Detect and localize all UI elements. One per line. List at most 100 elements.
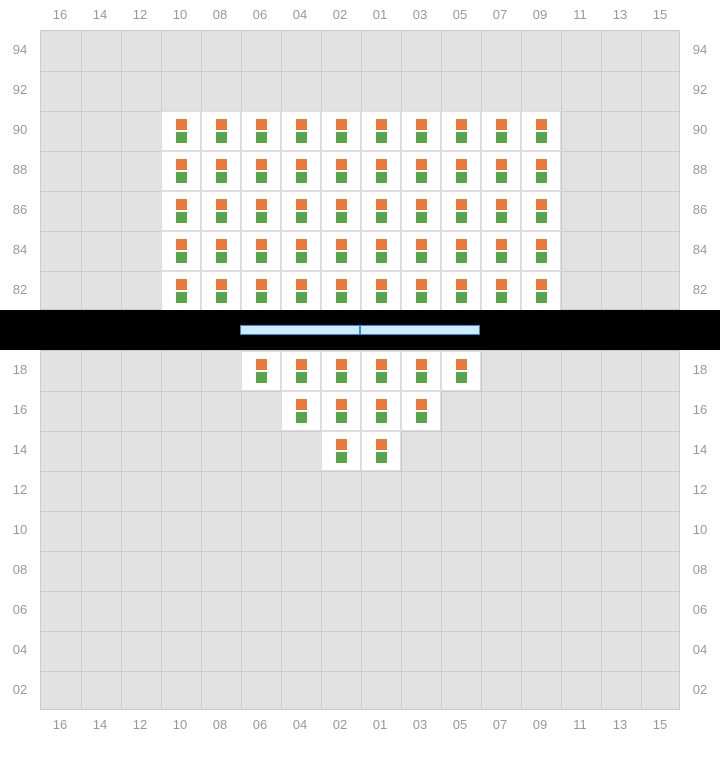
rack-cell[interactable] xyxy=(401,151,441,191)
col-label-bottom: 01 xyxy=(360,710,400,740)
rack-cell[interactable] xyxy=(401,271,441,311)
col-label-bottom: 13 xyxy=(600,710,640,740)
marker-green xyxy=(296,212,307,223)
rack-cell[interactable] xyxy=(361,231,401,271)
marker-green xyxy=(296,372,307,383)
rack-cell[interactable] xyxy=(361,271,401,311)
marker-orange xyxy=(216,159,227,170)
marker-orange xyxy=(296,239,307,250)
rack-cell[interactable] xyxy=(321,431,361,471)
rack-cell[interactable] xyxy=(441,351,481,391)
rack-cell[interactable] xyxy=(361,391,401,431)
rack-cell[interactable] xyxy=(521,191,561,231)
marker-orange xyxy=(456,359,467,370)
rack-cell[interactable] xyxy=(321,391,361,431)
rack-cell[interactable] xyxy=(241,351,281,391)
rack-cell[interactable] xyxy=(441,271,481,311)
rack-cell[interactable] xyxy=(281,351,321,391)
rack-cell[interactable] xyxy=(401,391,441,431)
row-label-right: 88 xyxy=(680,150,720,190)
rack-cell[interactable] xyxy=(521,111,561,151)
rack-cell[interactable] xyxy=(161,151,201,191)
marker-orange xyxy=(416,399,427,410)
rack-cell[interactable] xyxy=(241,191,281,231)
marker-green xyxy=(296,292,307,303)
marker-orange xyxy=(336,239,347,250)
rack-cell[interactable] xyxy=(281,271,321,311)
rack-cell[interactable] xyxy=(481,271,521,311)
col-label-top: 13 xyxy=(600,0,640,30)
rack-cell[interactable] xyxy=(161,271,201,311)
marker-orange xyxy=(256,279,267,290)
rack-cell[interactable] xyxy=(361,351,401,391)
marker-orange xyxy=(336,279,347,290)
marker-orange xyxy=(256,119,267,130)
rack-cell[interactable] xyxy=(241,111,281,151)
rack-cell[interactable] xyxy=(321,351,361,391)
rack-cell[interactable] xyxy=(401,111,441,151)
rack-cell[interactable] xyxy=(161,231,201,271)
marker-green xyxy=(256,212,267,223)
row-label-left: 92 xyxy=(0,70,40,110)
rack-cell[interactable] xyxy=(361,151,401,191)
row-label-left: 86 xyxy=(0,190,40,230)
rack-cell[interactable] xyxy=(281,151,321,191)
rack-cell[interactable] xyxy=(321,271,361,311)
divider-bar xyxy=(360,325,480,335)
rack-cell[interactable] xyxy=(281,391,321,431)
rack-cell[interactable] xyxy=(481,151,521,191)
rack-cell[interactable] xyxy=(161,111,201,151)
marker-green xyxy=(216,292,227,303)
marker-green xyxy=(336,412,347,423)
row-label-right: 10 xyxy=(680,510,720,550)
rack-cell[interactable] xyxy=(401,191,441,231)
rack-cell[interactable] xyxy=(281,231,321,271)
marker-green xyxy=(216,172,227,183)
rack-cell[interactable] xyxy=(241,231,281,271)
rack-cell[interactable] xyxy=(441,151,481,191)
rack-cell[interactable] xyxy=(481,111,521,151)
col-label-top: 05 xyxy=(440,0,480,30)
rack-cell[interactable] xyxy=(201,191,241,231)
marker-green xyxy=(336,452,347,463)
rack-cell[interactable] xyxy=(441,111,481,151)
marker-orange xyxy=(296,279,307,290)
rack-cell[interactable] xyxy=(361,191,401,231)
rack-cell[interactable] xyxy=(441,191,481,231)
rack-cell[interactable] xyxy=(481,191,521,231)
rack-cell[interactable] xyxy=(361,111,401,151)
marker-orange xyxy=(376,399,387,410)
rack-cell[interactable] xyxy=(241,271,281,311)
rack-cell[interactable] xyxy=(161,191,201,231)
row-label-right: 94 xyxy=(680,30,720,70)
rack-cell[interactable] xyxy=(401,351,441,391)
marker-orange xyxy=(176,279,187,290)
rack-cell[interactable] xyxy=(441,231,481,271)
marker-orange xyxy=(256,239,267,250)
marker-green xyxy=(216,212,227,223)
rack-cell[interactable] xyxy=(521,271,561,311)
col-label-top: 12 xyxy=(120,0,160,30)
rack-cell[interactable] xyxy=(201,271,241,311)
row-label-left: 18 xyxy=(0,350,40,390)
marker-orange xyxy=(496,279,507,290)
rack-cell[interactable] xyxy=(281,111,321,151)
rack-cell[interactable] xyxy=(481,231,521,271)
rack-cell[interactable] xyxy=(521,151,561,191)
rack-cell[interactable] xyxy=(201,231,241,271)
rack-cell[interactable] xyxy=(321,191,361,231)
rack-cell[interactable] xyxy=(281,191,321,231)
marker-orange xyxy=(376,239,387,250)
row-label-left: 02 xyxy=(0,670,40,710)
marker-green xyxy=(176,172,187,183)
rack-cell[interactable] xyxy=(241,151,281,191)
rack-cell[interactable] xyxy=(321,231,361,271)
rack-cell[interactable] xyxy=(521,231,561,271)
marker-orange xyxy=(456,159,467,170)
rack-cell[interactable] xyxy=(201,151,241,191)
rack-cell[interactable] xyxy=(321,151,361,191)
rack-cell[interactable] xyxy=(321,111,361,151)
rack-cell[interactable] xyxy=(201,111,241,151)
rack-cell[interactable] xyxy=(361,431,401,471)
rack-cell[interactable] xyxy=(401,231,441,271)
